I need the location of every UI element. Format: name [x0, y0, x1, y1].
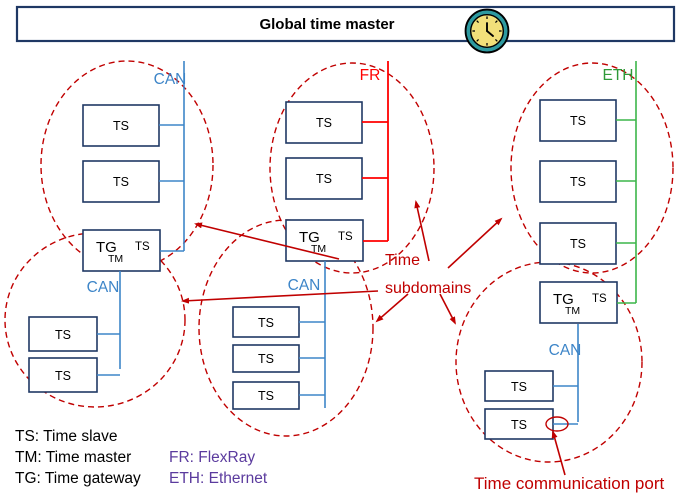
svg-text:FR: FlexRay: FR: FlexRay — [169, 449, 255, 466]
svg-text:TS: TS — [113, 175, 129, 189]
svg-text:TM: Time master: TM: Time master — [15, 449, 131, 466]
svg-text:ETH: Ethernet: ETH: Ethernet — [169, 470, 268, 487]
svg-text:TS: TS — [258, 389, 274, 403]
svg-text:TS: TS — [316, 116, 332, 130]
svg-text:CAN: CAN — [87, 279, 120, 296]
svg-text:TS: TS — [570, 114, 586, 128]
svg-text:subdomains: subdomains — [385, 280, 471, 297]
svg-text:TS: TS — [511, 380, 527, 394]
svg-text:TS: TS — [135, 241, 150, 253]
svg-text:TS: TS — [258, 316, 274, 330]
svg-text:TS: TS — [570, 237, 586, 251]
svg-text:ETH: ETH — [603, 67, 634, 84]
svg-text:TS: TS — [55, 328, 71, 342]
svg-text:TG: Time gateway: TG: Time gateway — [15, 470, 141, 487]
svg-text:CAN: CAN — [154, 71, 187, 88]
svg-text:TS: Time slave: TS: Time slave — [15, 428, 118, 445]
svg-text:Time communication port: Time communication port — [474, 474, 664, 493]
svg-text:CAN: CAN — [549, 342, 582, 359]
svg-text:TS: TS — [258, 352, 274, 366]
svg-text:TS: TS — [55, 369, 71, 383]
svg-text:Global time master: Global time master — [259, 16, 394, 33]
svg-text:TS: TS — [316, 172, 332, 186]
svg-text:TM: TM — [565, 305, 580, 317]
svg-text:Time: Time — [385, 252, 420, 269]
svg-text:TS: TS — [113, 119, 129, 133]
svg-text:CAN: CAN — [288, 277, 321, 294]
svg-text:TS: TS — [570, 175, 586, 189]
svg-text:TS: TS — [592, 293, 607, 305]
svg-text:TM: TM — [108, 253, 123, 265]
svg-text:FR: FR — [360, 67, 381, 84]
svg-text:TS: TS — [338, 231, 353, 243]
svg-text:TS: TS — [511, 418, 527, 432]
